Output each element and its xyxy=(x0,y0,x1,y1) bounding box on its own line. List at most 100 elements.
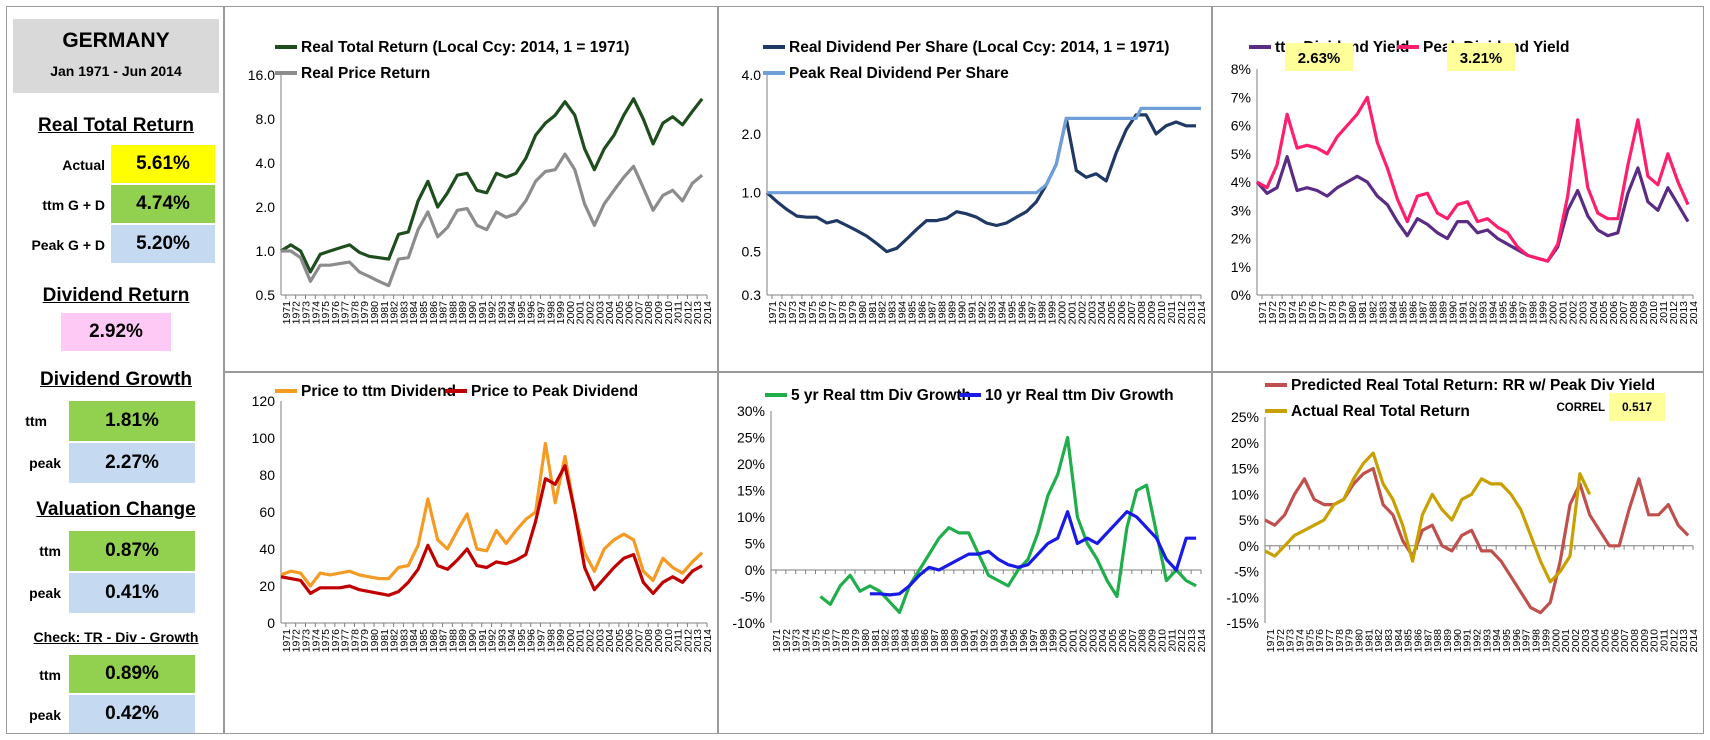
x-tick-label: 1996 xyxy=(1016,301,1028,325)
x-tick-label: 2013 xyxy=(1186,629,1198,653)
y-tick-label: -5% xyxy=(740,589,765,605)
x-tick-label: 1977 xyxy=(1324,629,1336,653)
x-tick-label: 1975 xyxy=(1304,629,1316,653)
x-tick-label: 1995 xyxy=(1498,301,1510,325)
x-tick-label: 1978 xyxy=(840,629,852,653)
x-tick-label: 2007 xyxy=(1618,301,1630,325)
x-tick-label: 1997 xyxy=(1518,301,1530,325)
x-tick-label: 2000 xyxy=(1058,629,1070,653)
x-tick-label: 2003 xyxy=(594,629,606,653)
y-tick-label: 4.0 xyxy=(256,155,276,171)
x-tick-label: 1982 xyxy=(877,301,889,325)
x-tick-label: 1978 xyxy=(349,629,361,653)
dividend-return-heading: Dividend Return xyxy=(42,285,190,306)
x-tick-label: 1976 xyxy=(1314,629,1326,653)
x-tick-label: 2002 xyxy=(1568,301,1580,325)
div-growth-ttm-label: ttm xyxy=(25,413,47,429)
legend-label: 5 yr Real ttm Div Growth xyxy=(791,387,971,404)
x-tick-label: 2001 xyxy=(1066,301,1078,325)
x-tick-label: 1995 xyxy=(1008,629,1020,653)
total-return-chart: 0.51.02.04.08.016.0197119721973197419751… xyxy=(248,39,714,325)
x-tick-label: 1994 xyxy=(506,629,518,653)
x-tick-label: 1982 xyxy=(1373,629,1385,653)
x-tick-label: 1999 xyxy=(555,629,567,653)
x-tick-label: 1981 xyxy=(870,629,882,653)
x-tick-label: 1977 xyxy=(340,301,352,325)
x-tick-label: 1971 xyxy=(1257,301,1269,325)
x-tick-label: 1971 xyxy=(1265,629,1277,653)
x-tick-label: 2004 xyxy=(604,301,616,325)
div-growth-peak-badge: 2.27% xyxy=(69,443,195,483)
chart-panel-total-return: 0.5 1.0 2.0 4.0 8.0 16.0 1971 1972 1973 1974 1975 1… xyxy=(224,6,718,372)
x-tick-label: 1984 xyxy=(1387,301,1399,325)
x-tick-label: 1978 xyxy=(1327,301,1339,325)
x-tick-label: 2008 xyxy=(1137,629,1149,653)
x-tick-label: 1986 xyxy=(919,629,931,653)
x-tick-label: 2013 xyxy=(1678,629,1690,653)
check-peak-badge: 0.42% xyxy=(69,695,195,733)
x-tick-label: 2007 xyxy=(633,301,645,325)
x-tick-label: 1974 xyxy=(801,629,813,653)
x-tick-label: 1997 xyxy=(1521,629,1533,653)
series-line-2 xyxy=(1264,451,1592,584)
y-tick-label: 0% xyxy=(1239,538,1259,554)
x-tick-label: 2005 xyxy=(1106,301,1118,325)
x-tick-label: 1997 xyxy=(536,301,548,325)
x-tick-label: 1992 xyxy=(1472,629,1484,653)
legend-label: 10 yr Real ttm Div Growth xyxy=(985,387,1174,404)
x-tick-label: 2010 xyxy=(1649,629,1661,653)
x-tick-label: 2012 xyxy=(682,629,694,653)
x-tick-label: 2002 xyxy=(1076,301,1088,325)
x-tick-label: 1971 xyxy=(281,629,293,653)
y-tick-label: 0.3 xyxy=(742,287,762,303)
y-tick-label: 0% xyxy=(1231,287,1251,303)
x-tick-label: 1990 xyxy=(467,629,479,653)
x-tick-label: 2009 xyxy=(1639,629,1651,653)
x-tick-label: 1972 xyxy=(1275,629,1287,653)
x-tick-label: 1991 xyxy=(967,301,979,325)
x-tick-label: 1987 xyxy=(1417,301,1429,325)
check-peak-label: peak xyxy=(29,707,61,723)
x-tick-label: 1989 xyxy=(457,301,469,325)
x-tick-label: 2005 xyxy=(1599,629,1611,653)
x-tick-label: 1982 xyxy=(389,629,401,653)
x-tick-label: 1991 xyxy=(477,301,489,325)
x-tick-label: 2013 xyxy=(1678,301,1690,325)
x-tick-label: 2006 xyxy=(1609,629,1621,653)
y-tick-label: 1.0 xyxy=(256,243,276,259)
x-tick-label: 2008 xyxy=(1628,301,1640,325)
x-tick-label: 1990 xyxy=(959,629,971,653)
x-tick-label: 2008 xyxy=(643,629,655,653)
x-tick-label: 2003 xyxy=(1580,629,1592,653)
x-tick-label: 1991 xyxy=(477,629,489,653)
x-tick-label: 1980 xyxy=(369,629,381,653)
series-line-1 xyxy=(1264,466,1690,615)
x-tick-label: 2001 xyxy=(1560,629,1572,653)
x-tick-label: 1983 xyxy=(398,301,410,325)
x-tick-label: 1995 xyxy=(516,629,528,653)
x-tick-label: 1996 xyxy=(1511,629,1523,653)
x-tick-label: 1978 xyxy=(1334,629,1346,653)
x-tick-label: 1975 xyxy=(320,301,332,325)
x-tick-label: 2002 xyxy=(1077,629,1089,653)
x-tick-label: 1979 xyxy=(359,629,371,653)
x-tick-label: 1985 xyxy=(907,301,919,325)
x-tick-label: 2010 xyxy=(663,301,675,325)
y-tick-label: 0.5 xyxy=(742,244,762,260)
legend-label: Price to ttm Dividend xyxy=(301,383,456,400)
x-tick-label: 1987 xyxy=(438,629,450,653)
series-line-1 xyxy=(280,441,704,588)
x-tick-label: 1995 xyxy=(1501,629,1513,653)
x-tick-label: 1984 xyxy=(408,301,420,325)
x-tick-label: 1991 xyxy=(969,629,981,653)
x-tick-label: 1993 xyxy=(1481,629,1493,653)
dividend-yield-chart: 0%1%2%3%4%5%6%7%8%1971197219731974197519… xyxy=(1231,39,1700,325)
x-tick-label: 2008 xyxy=(643,301,655,325)
legend-label: Actual Real Total Return xyxy=(1291,403,1470,420)
x-tick-label: 2012 xyxy=(682,301,694,325)
x-tick-label: 2003 xyxy=(1087,629,1099,653)
x-tick-label: 2006 xyxy=(624,629,636,653)
legend-label: Price to Peak Dividend xyxy=(471,383,638,400)
x-tick-label: 1999 xyxy=(1048,629,1060,653)
valuation-peak-badge: 0.41% xyxy=(69,573,195,613)
